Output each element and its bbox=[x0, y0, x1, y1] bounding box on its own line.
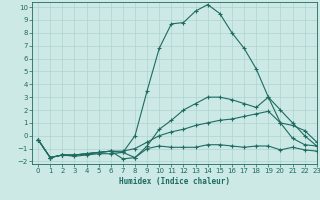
X-axis label: Humidex (Indice chaleur): Humidex (Indice chaleur) bbox=[119, 177, 230, 186]
